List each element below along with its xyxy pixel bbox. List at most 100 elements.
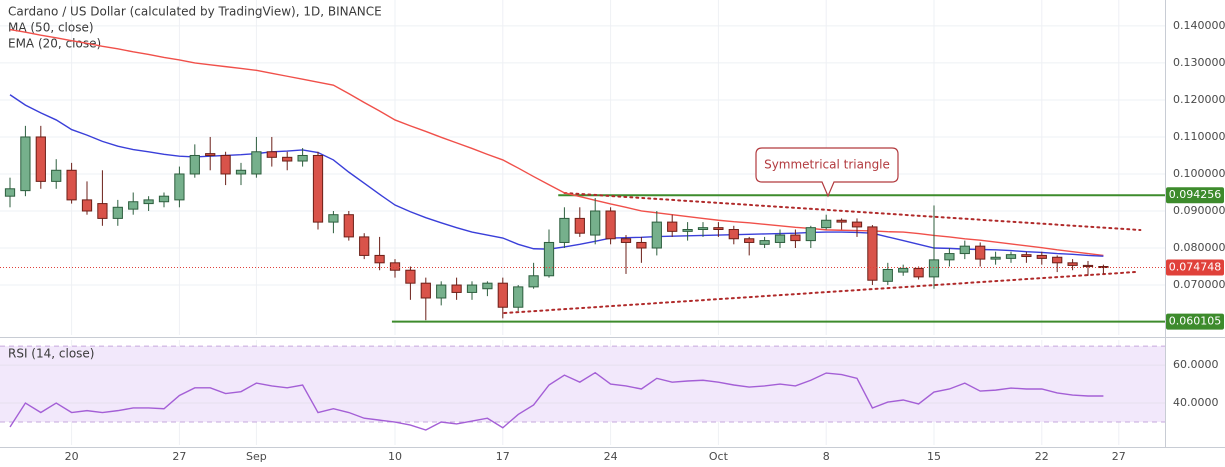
y-tick-label: 0.100000 (1173, 167, 1225, 180)
candle-body (205, 153, 216, 156)
candle-body (251, 151, 262, 175)
candle-body (821, 219, 832, 229)
candle-body (682, 229, 693, 232)
candle-body (97, 203, 108, 219)
candle-body (343, 214, 354, 238)
y-tick-label: 0.080000 (1173, 241, 1225, 254)
candle-body (389, 262, 401, 271)
candle-body (1052, 256, 1063, 264)
candle-body (836, 219, 847, 223)
candle-body (543, 241, 555, 277)
y-tick-label: 0.110000 (1173, 130, 1225, 143)
candle-body (975, 245, 986, 260)
x-tick-label: 22 (1035, 450, 1049, 463)
candle-body (1036, 254, 1047, 259)
candle-body (913, 267, 924, 278)
candle-body (559, 217, 570, 243)
candle-body (851, 221, 863, 228)
candle-body (81, 199, 93, 212)
candle-body (174, 173, 185, 201)
candle-body (651, 221, 662, 249)
candle-body (420, 282, 431, 299)
candle-body (774, 234, 786, 243)
last-price-box (1166, 259, 1224, 276)
legend-entry: RSI (14, close) (8, 347, 94, 361)
x-tick-label: 17 (496, 450, 510, 463)
candle-body (1082, 264, 1094, 268)
candle-body (266, 151, 277, 158)
candle-body (282, 156, 293, 162)
candle-body (128, 201, 139, 210)
candle-body (959, 245, 970, 255)
candle-body (1021, 254, 1032, 258)
candle-body (328, 214, 339, 223)
candle-body (528, 275, 539, 288)
candle-body (466, 284, 478, 293)
x-tick-label: 8 (823, 450, 830, 463)
candle-body (944, 253, 955, 261)
annotation-box (755, 147, 899, 198)
candle-body (51, 169, 62, 182)
x-tick-label: 24 (604, 450, 618, 463)
candle-body (158, 195, 170, 203)
candle-body (482, 282, 493, 290)
candle-body (66, 169, 77, 201)
x-tick-label: 10 (388, 450, 402, 463)
candle-body (697, 227, 709, 231)
candle-body (20, 136, 31, 192)
candle-body (143, 199, 154, 205)
y-tick-label: 40.0000 (1173, 396, 1219, 409)
x-tick-label: 15 (927, 450, 941, 463)
overlay-line (9, 28, 1104, 257)
candle-body (898, 267, 909, 273)
annotation-text: Symmetrical triangle (764, 158, 890, 172)
candle-body (590, 210, 601, 236)
candle-body (436, 284, 447, 299)
candle-body (297, 154, 308, 162)
candle-body (1005, 254, 1017, 259)
candle-body (451, 284, 462, 293)
candle-body (235, 169, 247, 175)
chart-title: Cardano / US Dollar (calculated by Tradi… (8, 5, 382, 19)
rsi-line (9, 371, 1104, 431)
candle-body (636, 241, 647, 249)
candle-body (405, 269, 416, 284)
candle-body (744, 238, 755, 243)
candle-body (790, 234, 801, 242)
rsi-band (0, 346, 1165, 423)
candle-body (189, 154, 200, 175)
y-tick-label: 0.140000 (1173, 19, 1225, 32)
x-tick-label: 20 (65, 450, 79, 463)
legend-entry: EMA (20, close) (8, 37, 101, 51)
y-tick-label: 0.130000 (1173, 56, 1225, 69)
candle-body (35, 136, 46, 182)
candle-body (667, 221, 678, 232)
candle-body (513, 286, 524, 308)
candle-body (928, 259, 940, 278)
last-price-label: 0.074748 (1169, 260, 1222, 273)
candle-body (728, 229, 739, 240)
level-label-box (1166, 313, 1224, 330)
trendline (563, 192, 1142, 232)
candle-body (497, 282, 508, 308)
candle-body (574, 217, 585, 234)
candle-body (359, 236, 370, 256)
candle-body (620, 238, 632, 243)
candle-body (1067, 262, 1078, 266)
candle-body (805, 227, 816, 242)
annotation: Symmetrical triangle (755, 147, 899, 198)
y-tick-label: 0.090000 (1173, 204, 1225, 217)
candle-body (990, 256, 1001, 260)
candle-body (312, 154, 324, 223)
candle-body (112, 206, 123, 219)
candle-body (605, 210, 616, 240)
candle-body (867, 226, 878, 281)
x-tick-label: Oct (709, 450, 729, 463)
candle-body (4, 188, 16, 197)
candle-body (759, 240, 770, 245)
candle-body (882, 268, 893, 282)
candle-body (713, 227, 724, 231)
y-tick-label: 0.070000 (1173, 278, 1225, 291)
